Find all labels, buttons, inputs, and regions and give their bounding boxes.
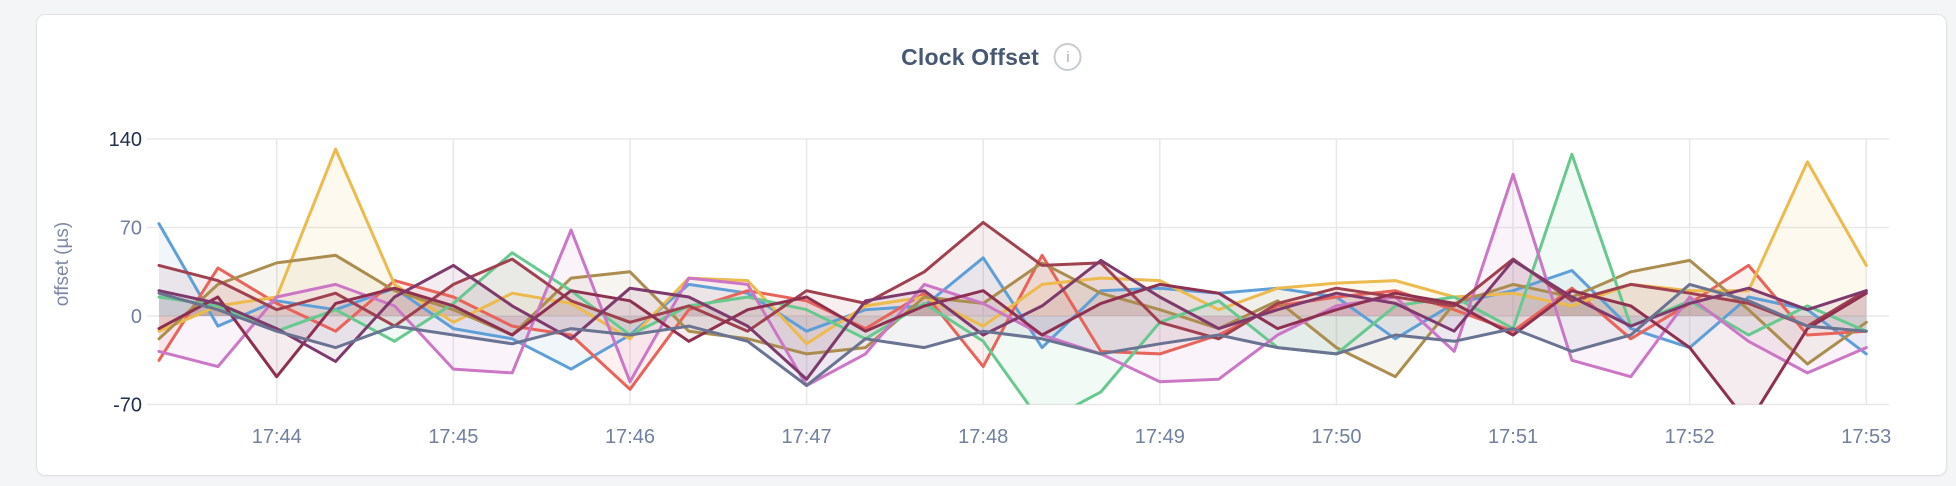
series-line-series-5	[157, 152, 1868, 405]
series-line-series-9	[157, 258, 1868, 381]
series-line-series-10	[157, 282, 1868, 387]
info-icon-glyph: i	[1066, 48, 1070, 66]
info-icon[interactable]: i	[1053, 43, 1082, 71]
series-area-series-3	[159, 149, 1867, 344]
series-area-series-1	[159, 223, 1867, 370]
clock-offset-chart: 140 70 0 -70 17:44 17:45 17:46 17:47 17:48 17:49 1…	[109, 129, 1892, 448]
series-area-series-5	[159, 154, 1867, 405]
y-tick-label--70: -70	[113, 395, 142, 417]
chart-header: Clock Offset i	[901, 43, 1082, 71]
chart-title: Clock Offset	[901, 43, 1039, 70]
series-line-series-1	[157, 222, 1868, 371]
x-tick-label-17:53: 17:53	[1841, 426, 1891, 448]
y-tick-label-140: 140	[109, 129, 142, 151]
y-axis-title: offset (µs)	[52, 221, 73, 307]
chart-hover-area[interactable]	[159, 139, 1881, 405]
series-area-series-4	[159, 255, 1867, 377]
y-tick-label-70: 70	[120, 218, 142, 240]
x-tick-label-17:49: 17:49	[1135, 426, 1185, 448]
x-tick-label-17:46: 17:46	[605, 426, 655, 448]
series-line-series-7	[157, 220, 1868, 341]
x-tick-label-17:52: 17:52	[1665, 426, 1715, 448]
x-tick-label-17:44: 17:44	[252, 426, 302, 448]
x-tick-label-17:50: 17:50	[1311, 426, 1361, 448]
x-tick-label-17:48: 17:48	[958, 426, 1008, 448]
x-tick-label-17:51: 17:51	[1488, 426, 1538, 448]
x-tick-label-17:47: 17:47	[782, 426, 832, 448]
series-area-series-7	[159, 222, 1867, 339]
chart-card: Clock Offset i offset (µs) 140 70 0 -70 17:4…	[36, 14, 1947, 476]
series-line-series-8	[157, 282, 1868, 405]
series-area-series-8	[159, 284, 1867, 405]
series-area-series-6	[159, 174, 1867, 386]
x-tick-label-17:45: 17:45	[428, 426, 478, 448]
y-tick-label-0: 0	[131, 306, 142, 328]
